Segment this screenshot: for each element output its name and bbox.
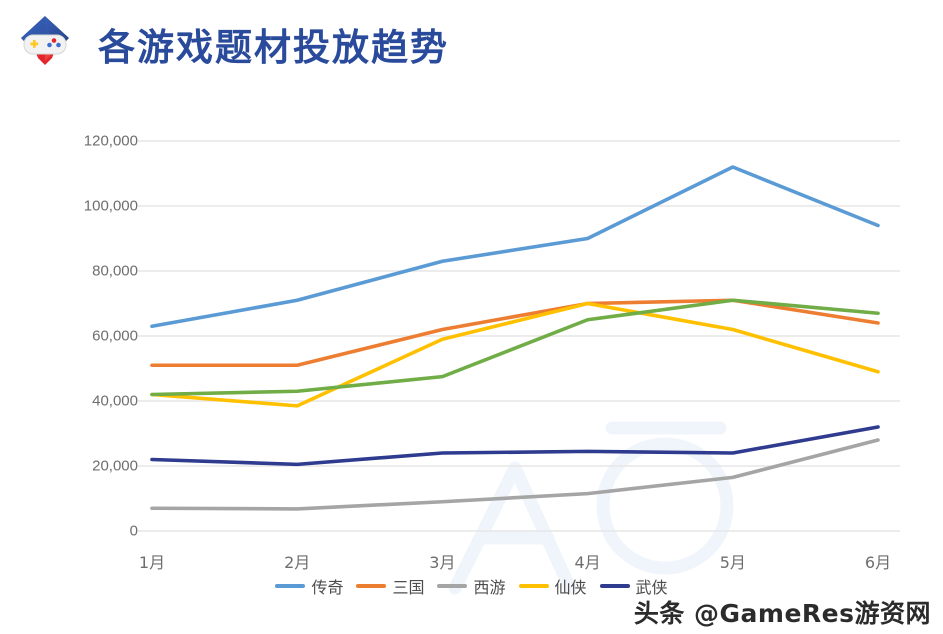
x-axis-tick-label: 3月 — [429, 553, 456, 572]
series-line-西游 — [150, 438, 880, 511]
legend-label: 西游 — [473, 578, 506, 597]
legend-label: 仙侠 — [554, 578, 587, 597]
page-header: 各游戏题材投放趋势 — [0, 0, 943, 89]
line-chart-plot — [138, 140, 900, 532]
footer-watermark: 头条 @GameRes游资网 — [633, 599, 931, 628]
y-axis-labels: 0 20,000 40,000 60,000 80,000 100,000 120,000 — [0, 88, 138, 634]
legend-swatch-icon — [599, 584, 630, 588]
y-axis-tick-label: 80,000 — [92, 262, 138, 280]
x-axis-tick-label: 1月 — [138, 553, 166, 572]
legend-label: 传奇 — [311, 578, 344, 597]
x-axis-tick-label: 4月 — [574, 553, 601, 572]
y-axis-tick-label: 40,000 — [92, 392, 138, 410]
legend-swatch-icon — [518, 584, 549, 588]
series-line-传奇 — [150, 165, 880, 329]
legend-label: 武侠 — [635, 578, 668, 597]
x-axis-tick-label: 5月 — [719, 553, 746, 572]
x-axis-tick-label: 6月 — [864, 553, 892, 572]
chart-legend: 传奇 三国 西游 仙侠 武侠 — [0, 574, 943, 598]
y-axis-tick-label: 0 — [129, 522, 138, 540]
y-axis-tick-label: 120,000 — [83, 132, 138, 150]
series-line-三国 — [150, 298, 880, 368]
chart-container: 0 20,000 40,000 60,000 80,000 100,000 120,000 … — [0, 88, 943, 634]
series-line-unlabeled-5 — [150, 298, 880, 397]
legend-swatch-icon — [356, 584, 387, 588]
legend-swatch-icon — [275, 584, 306, 588]
game-controller-logo-icon — [14, 13, 76, 75]
series-line-仙侠 — [150, 301, 880, 408]
legend-item-传奇[interactable]: 传奇 — [275, 574, 343, 598]
legend-item-仙侠[interactable]: 仙侠 — [518, 574, 587, 598]
y-axis-tick-label: 60,000 — [92, 327, 138, 345]
y-axis-tick-label: 100,000 — [83, 197, 138, 215]
legend-label: 三国 — [392, 578, 425, 597]
legend-item-三国[interactable]: 三国 — [356, 574, 424, 598]
x-axis-tick-label: 2月 — [284, 553, 311, 572]
legend-item-武侠[interactable]: 武侠 — [599, 574, 668, 598]
series-line-武侠 — [150, 425, 880, 467]
page-title: 各游戏题材投放趋势 — [98, 26, 449, 69]
legend-item-西游[interactable]: 西游 — [437, 574, 506, 598]
legend-swatch-icon — [437, 584, 468, 588]
y-axis-tick-label: 20,000 — [92, 457, 138, 475]
